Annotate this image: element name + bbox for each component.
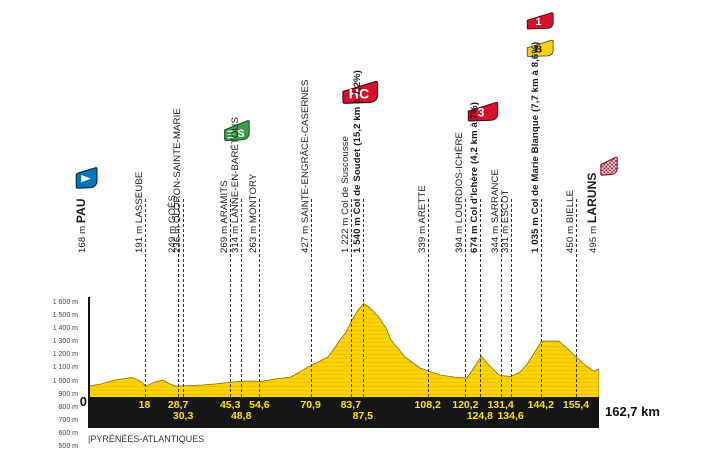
- svg-text:1: 1: [536, 16, 542, 28]
